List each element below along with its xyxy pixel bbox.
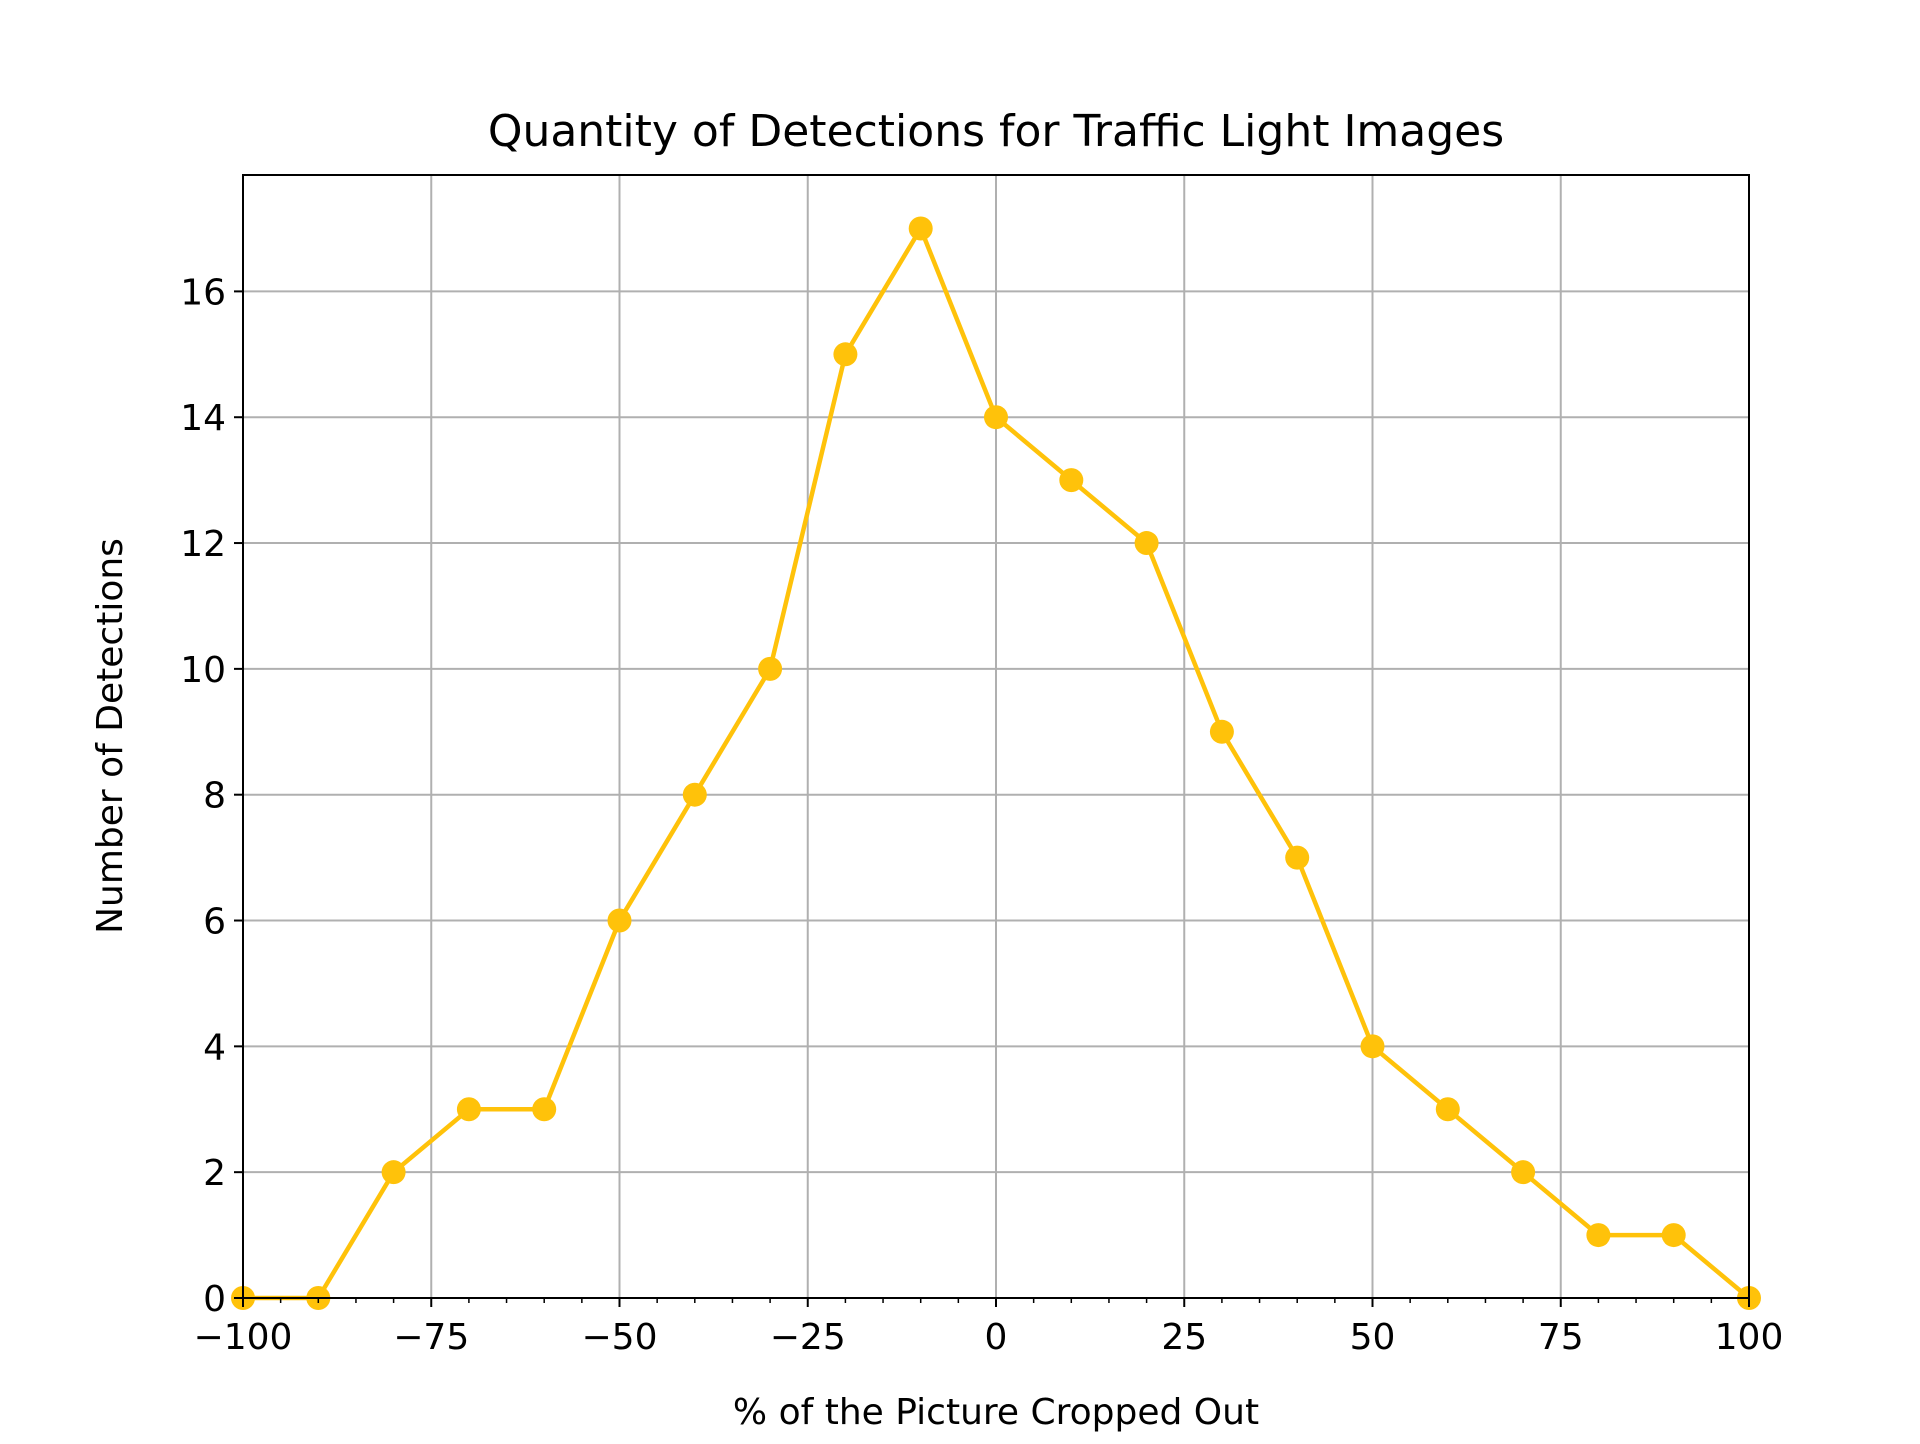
data-point [1661, 1223, 1686, 1248]
x-tick-label: 50 [1350, 1317, 1396, 1358]
y-tick-label: 6 [203, 902, 226, 943]
y-tick-label: 0 [203, 1279, 226, 1320]
y-tick-label: 12 [180, 524, 226, 565]
x-tick-label: 75 [1538, 1317, 1584, 1358]
data-point [1586, 1223, 1611, 1248]
x-tick-label: −25 [770, 1317, 846, 1358]
data-point [1134, 531, 1159, 556]
data-point [1435, 1097, 1460, 1122]
x-axis-label: % of the Picture Cropped Out [733, 1392, 1259, 1433]
data-point [1059, 468, 1084, 493]
y-tick-label: 2 [203, 1153, 226, 1194]
y-tick-label: 14 [180, 398, 226, 439]
y-tick-label: 16 [180, 272, 226, 313]
data-point [1511, 1160, 1536, 1185]
axis-ticks: −100 −75 −50 −25 0 25 50 75 100 0 2 4 6 8 10 12 14 16 [180, 272, 1783, 1358]
x-tick-label: 0 [985, 1317, 1008, 1358]
x-tick-label: −50 [582, 1317, 658, 1358]
x-tick-label: −75 [393, 1317, 469, 1358]
x-tick-label: 25 [1161, 1317, 1207, 1358]
data-point [381, 1160, 406, 1185]
x-tick-label: −100 [194, 1317, 293, 1358]
y-tick-label: 8 [203, 776, 226, 817]
y-axis-label: Number of Detections [90, 538, 131, 934]
x-tick-label: 100 [1715, 1317, 1784, 1358]
chart-title: Quantity of Detections for Traffic Light… [488, 106, 1504, 157]
y-tick-label: 4 [203, 1027, 226, 1068]
data-point [984, 405, 1008, 430]
data-point [1209, 719, 1234, 744]
y-tick-label: 10 [180, 650, 226, 691]
data-point [532, 1097, 557, 1122]
data-point [1285, 845, 1310, 870]
data-point [1360, 1034, 1385, 1059]
data-point [758, 656, 783, 681]
data-point [682, 782, 707, 807]
data-point [833, 342, 858, 367]
series-layer [231, 216, 1761, 1310]
data-point [607, 908, 632, 933]
data-point [456, 1097, 481, 1122]
data-point [908, 216, 933, 241]
